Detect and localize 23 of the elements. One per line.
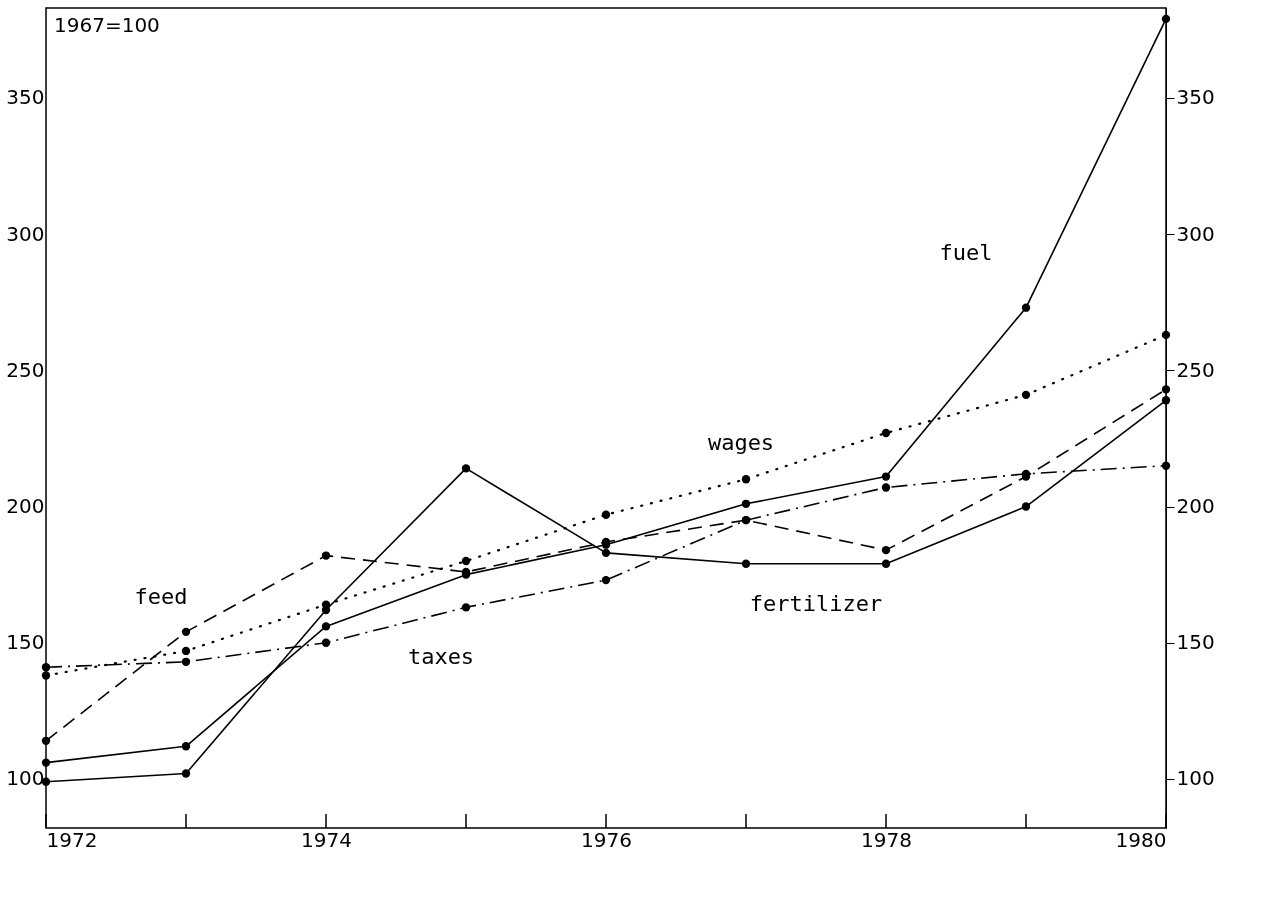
y2-tick-label: 250 — [1176, 357, 1215, 382]
series-label: taxes — [407, 644, 475, 670]
y-tick-label: 200 — [6, 494, 45, 519]
y2-tick-label: 300 — [1176, 221, 1215, 246]
y-tick-label: 300 — [6, 221, 45, 246]
annotation: 1967=100 — [54, 13, 160, 37]
y-tick-label: 350 — [6, 85, 45, 110]
series-label: feed — [134, 583, 188, 609]
y-tick-label: 250 — [6, 357, 45, 382]
series-label: fertilizer — [749, 590, 883, 616]
y-tick-label: 100 — [6, 766, 45, 791]
text: fuel — [939, 239, 993, 265]
y2-tick-label: 150 — [1176, 630, 1215, 655]
y-tick-label: 150 — [6, 630, 45, 655]
y2-tick-label: 100 — [1176, 766, 1215, 791]
x-tick-label: 1974 — [301, 827, 352, 852]
x-tick-label: 1972 — [46, 827, 98, 852]
y2-tick-label: 350 — [1176, 85, 1215, 110]
x-tick-label: 1980 — [1115, 827, 1167, 852]
x-tick-label: 1978 — [861, 827, 912, 852]
series-label: wages — [707, 430, 775, 456]
x-tick-label: 1976 — [581, 827, 632, 852]
y2-tick-label: 200 — [1176, 494, 1215, 519]
